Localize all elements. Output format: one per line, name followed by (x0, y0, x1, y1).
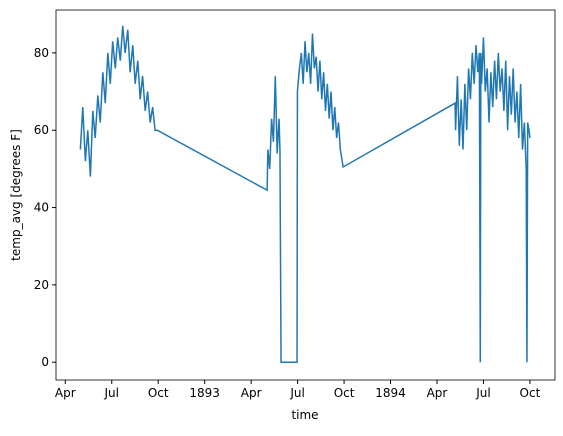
x-tick-label: Jul (475, 386, 490, 400)
y-tick-label: 80 (34, 46, 49, 60)
y-tick-label: 40 (34, 201, 49, 215)
y-tick-label: 0 (41, 355, 49, 369)
x-tick-label: Apr (241, 386, 262, 400)
x-axis-label: time (291, 408, 318, 422)
x-tick-label: Jul (289, 386, 304, 400)
x-tick-label: Oct (334, 386, 355, 400)
x-tick-label: Jul (104, 386, 119, 400)
y-axis-label: temp_avg [degrees F] (9, 129, 23, 261)
x-tick-label: 1893 (189, 386, 220, 400)
y-tick-label: 60 (34, 123, 49, 137)
x-tick-label: Oct (520, 386, 541, 400)
y-tick-label: 20 (34, 278, 49, 292)
data-line (79, 25, 531, 363)
x-tick-label: Oct (148, 386, 169, 400)
x-tick-label: Apr (55, 386, 76, 400)
axes-frame (55, 9, 556, 381)
x-tick-label: Apr (427, 386, 448, 400)
x-tick-label: 1894 (375, 386, 406, 400)
